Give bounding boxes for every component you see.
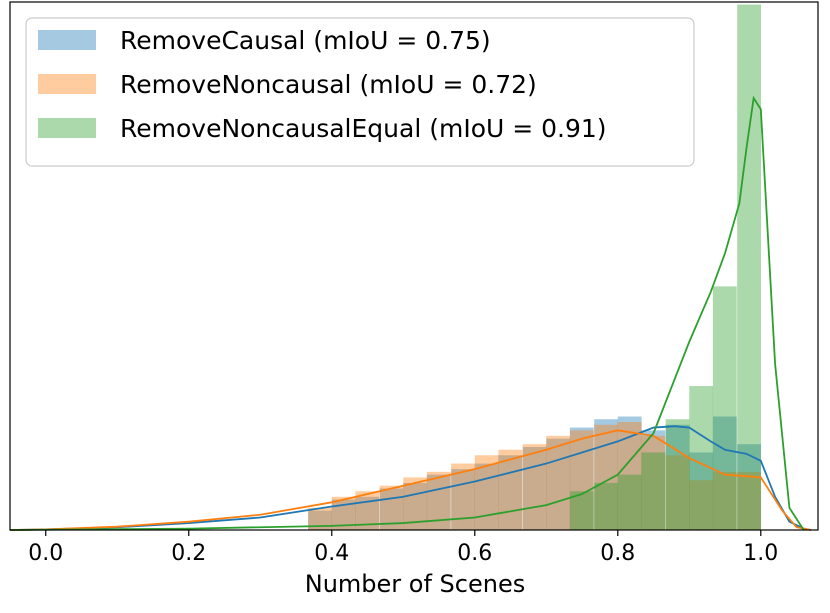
legend-swatch-series-0 xyxy=(38,30,96,50)
hist-bar-series-1 xyxy=(426,471,451,530)
x-tick-label: 0.6 xyxy=(457,541,492,566)
kde-line-series-1 xyxy=(9,429,812,531)
x-tick-label: 0.2 xyxy=(171,541,206,566)
x-tick-label: 0.0 xyxy=(28,541,63,566)
x-tick-label: 0.8 xyxy=(600,541,635,566)
x-tick-label: 0.4 xyxy=(314,541,349,566)
hist-bar-series-1 xyxy=(712,471,737,530)
hist-bar-series-2 xyxy=(689,386,714,530)
plot-frame xyxy=(9,1,819,531)
hist-bar-series-0 xyxy=(331,499,356,530)
hist-bar-series-1 xyxy=(474,455,499,530)
hist-bar-series-2 xyxy=(594,482,618,530)
hist-bar-series-1 xyxy=(403,477,428,530)
x-tick-label: 1.0 xyxy=(743,541,778,566)
hist-bar-series-1 xyxy=(522,444,547,530)
hist-bar-series-2 xyxy=(569,491,594,530)
legend-label-series-2: RemoveNoncausalEqual (mIoU = 0.91) xyxy=(120,114,607,143)
hist-bar-series-1 xyxy=(451,463,475,530)
hist-bar-series-0 xyxy=(617,416,642,530)
axes xyxy=(9,1,819,531)
hist-bar-series-1 xyxy=(546,435,571,530)
hist-bar-series-2 xyxy=(641,452,666,530)
legend: RemoveCausal (mIoU = 0.75) RemoveNoncausa… xyxy=(25,17,695,167)
hist-bar-series-0 xyxy=(569,427,594,530)
kde-line-series-0 xyxy=(9,425,812,531)
hist-bar-series-0 xyxy=(665,424,690,530)
hist-bar-series-2 xyxy=(737,4,762,530)
hist-bar-series-1 xyxy=(641,435,666,530)
kde-line-series-2 xyxy=(9,95,805,531)
hist-bar-series-2 xyxy=(665,419,690,530)
hist-bar-series-0 xyxy=(451,469,475,530)
hist-bar-series-0 xyxy=(712,416,737,530)
x-axis-label: Number of Scenes xyxy=(305,570,525,598)
x-ticks: 0.0 0.2 0.4 0.6 0.8 1.0 xyxy=(28,530,778,566)
hist-bar-series-0 xyxy=(641,430,666,530)
legend-label-series-0: RemoveCausal (mIoU = 0.75) xyxy=(120,26,491,55)
hist-bar-series-1 xyxy=(308,507,332,530)
hist-bar-series-2 xyxy=(712,286,737,530)
kde-curves xyxy=(9,95,812,531)
legend-swatch-series-1 xyxy=(38,74,96,94)
hist-bar-series-1 xyxy=(594,424,618,530)
legend-label-series-1: RemoveNoncausal (mIoU = 0.72) xyxy=(120,70,537,99)
legend-swatch-series-2 xyxy=(38,118,96,138)
hist-bar-series-0 xyxy=(737,444,762,530)
hist-bar-series-1 xyxy=(665,455,690,530)
hist-bar-series-1 xyxy=(689,480,714,530)
hist-bar-series-1 xyxy=(617,422,642,530)
hist-bar-series-2 xyxy=(617,474,642,530)
hist-bar-series-0 xyxy=(355,496,380,530)
hist-bar-series-0 xyxy=(689,452,714,530)
hist-bar-series-1 xyxy=(737,471,762,530)
legend-frame xyxy=(25,17,695,167)
